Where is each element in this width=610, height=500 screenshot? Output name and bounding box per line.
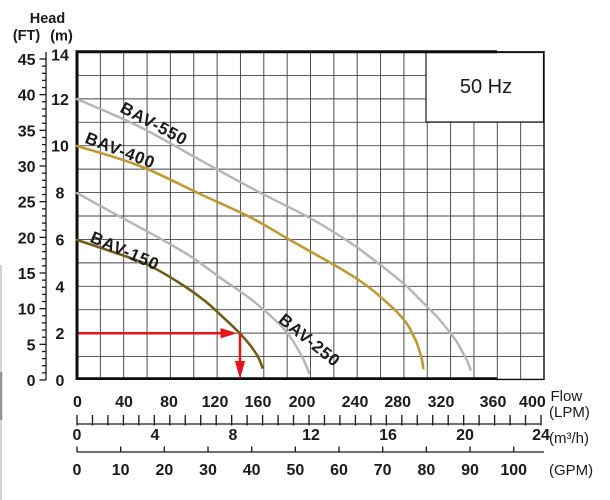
svg-text:8: 8: [56, 186, 65, 203]
svg-text:6: 6: [56, 232, 65, 249]
svg-text:60: 60: [330, 462, 348, 479]
svg-text:(FT): (FT): [13, 28, 41, 44]
svg-text:360: 360: [480, 394, 507, 411]
svg-text:80: 80: [417, 462, 435, 479]
svg-text:0: 0: [73, 462, 82, 479]
svg-text:20: 20: [18, 230, 36, 247]
svg-text:0: 0: [73, 427, 82, 444]
svg-text:0: 0: [27, 373, 36, 390]
svg-text:30: 30: [199, 462, 217, 479]
svg-text:50: 50: [286, 462, 304, 479]
svg-text:10: 10: [112, 462, 130, 479]
svg-text:45: 45: [18, 52, 36, 69]
svg-text:4: 4: [56, 279, 65, 296]
svg-text:80: 80: [160, 394, 178, 411]
svg-text:14: 14: [51, 48, 69, 65]
svg-text:12: 12: [302, 427, 320, 444]
svg-text:280: 280: [384, 394, 411, 411]
svg-text:20: 20: [456, 427, 474, 444]
svg-text:(LPM): (LPM): [549, 404, 590, 421]
svg-text:100: 100: [500, 462, 527, 479]
svg-text:50 Hz: 50 Hz: [460, 76, 512, 98]
svg-text:40: 40: [18, 88, 36, 105]
svg-text:40: 40: [243, 462, 261, 479]
svg-text:400: 400: [519, 394, 546, 411]
svg-text:160: 160: [245, 394, 272, 411]
svg-text:12: 12: [51, 92, 69, 109]
svg-text:Flow: Flow: [551, 388, 583, 405]
svg-text:35: 35: [18, 123, 36, 140]
svg-text:20: 20: [155, 462, 173, 479]
svg-text:70: 70: [374, 462, 392, 479]
svg-text:5: 5: [27, 337, 36, 354]
svg-text:320: 320: [428, 394, 455, 411]
svg-text:0: 0: [73, 394, 82, 411]
svg-text:200: 200: [289, 394, 316, 411]
svg-text:16: 16: [379, 427, 397, 444]
svg-text:10: 10: [51, 139, 69, 156]
svg-text:(m³/h): (m³/h): [549, 430, 589, 447]
svg-text:25: 25: [18, 195, 36, 212]
svg-text:90: 90: [461, 462, 479, 479]
svg-text:15: 15: [18, 266, 36, 283]
svg-text:240: 240: [342, 394, 369, 411]
svg-text:2: 2: [56, 326, 65, 343]
svg-text:40: 40: [115, 394, 133, 411]
svg-text:120: 120: [202, 394, 229, 411]
svg-text:8: 8: [229, 427, 238, 444]
svg-text:(m): (m): [50, 29, 73, 45]
svg-text:4: 4: [151, 427, 160, 444]
svg-text:10: 10: [18, 302, 36, 319]
svg-text:30: 30: [18, 159, 36, 176]
svg-text:(GPM): (GPM): [549, 462, 593, 479]
svg-text:24: 24: [532, 427, 550, 444]
svg-text:0: 0: [56, 373, 65, 390]
svg-text:Head: Head: [30, 11, 65, 27]
